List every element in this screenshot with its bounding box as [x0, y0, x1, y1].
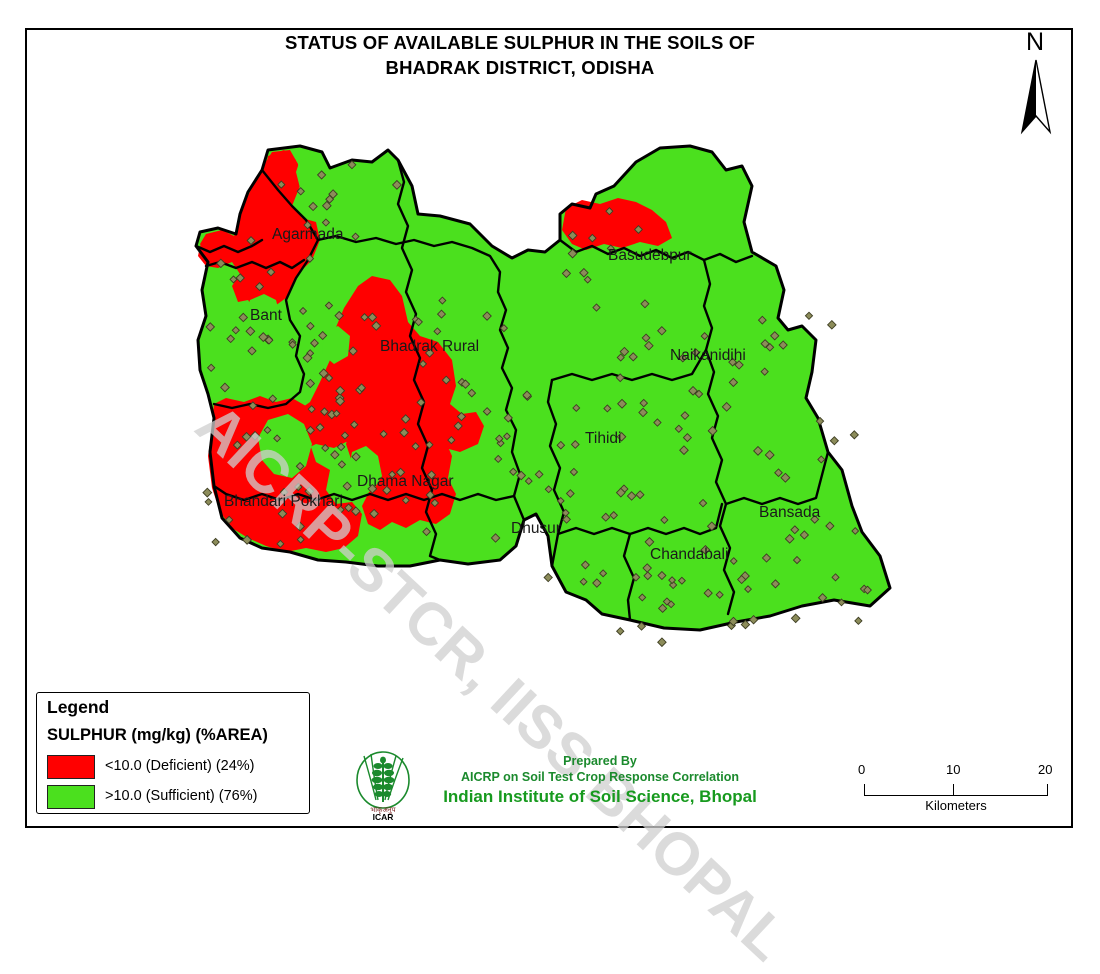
map-canvas: [25, 28, 1073, 828]
legend: Legend SULPHUR (mg/kg) (%AREA) <10.0 (De…: [36, 692, 310, 814]
title-line-1: STATUS OF AVAILABLE SULPHUR IN THE SOILS…: [284, 32, 756, 53]
block-boundaries: [194, 144, 892, 632]
block-label-naikanidihi: Naikanidihi: [670, 347, 746, 364]
block-label-dhusur: Dhusur: [511, 520, 561, 537]
icar-logo-text: ICAR: [373, 812, 394, 822]
block-label-agarmada: Agarmada: [272, 226, 344, 243]
scale-bar-midtick: [953, 784, 954, 796]
scale-tick-1: 10: [946, 762, 961, 777]
scale-unit-label: Kilometers: [925, 798, 987, 813]
scale-bar: 0 10 20 Kilometers: [858, 762, 1058, 820]
legend-subheading: SULPHUR (mg/kg) (%AREA): [47, 726, 268, 744]
legend-swatch-sufficient: [47, 785, 95, 809]
block-label-bansada: Bansada: [759, 504, 821, 521]
page-title: STATUS OF AVAILABLE SULPHUR IN THE SOILS…: [160, 30, 880, 80]
credits-project: AICRP on Soil Test Crop Response Correla…: [460, 770, 740, 784]
block-label-dhama-nagar: Dhama Nagar: [357, 473, 454, 490]
block-label-chandabali: Chandabali: [650, 546, 729, 563]
block-label-bhandari-pokhari: Bhandari Pokhari: [224, 493, 343, 510]
icar-logo-icon: भाकृअनुप ICAR: [356, 751, 410, 822]
block-label-basudebpur: Basudebpur: [608, 247, 692, 264]
scale-bar-line: [864, 784, 1048, 796]
choropleth-map: [194, 144, 892, 648]
credits-institute: Indian Institute of Soil Science, Bhopal: [443, 787, 757, 806]
block-label-tihidi: Tihidi: [585, 430, 622, 447]
legend-swatch-deficient: [47, 755, 95, 779]
legend-label-deficient: <10.0 (Deficient) (24%): [105, 758, 255, 774]
block-label-bant: Bant: [250, 307, 282, 324]
north-label: N: [1025, 28, 1045, 56]
legend-label-sufficient: >10.0 (Sufficient) (76%): [105, 788, 258, 804]
north-arrow: N: [1005, 28, 1065, 136]
credits-block: भाकृअनुप ICAR Prepared By AICRP on Soil …: [352, 748, 782, 826]
block-label-bhadrak-rural: Bhadrak Rural: [380, 338, 480, 355]
north-arrow-icon: [1020, 59, 1052, 135]
legend-heading: Legend: [47, 697, 110, 717]
scale-tick-2: 20: [1038, 762, 1053, 777]
icar-logo-hindi: भाकृअनुप: [370, 807, 396, 814]
sample-points: [202, 160, 872, 648]
scale-tick-0: 0: [858, 762, 866, 777]
title-line-2: BHADRAK DISTRICT, ODISHA: [385, 57, 655, 78]
credits-prepared-by: Prepared By: [563, 754, 637, 768]
